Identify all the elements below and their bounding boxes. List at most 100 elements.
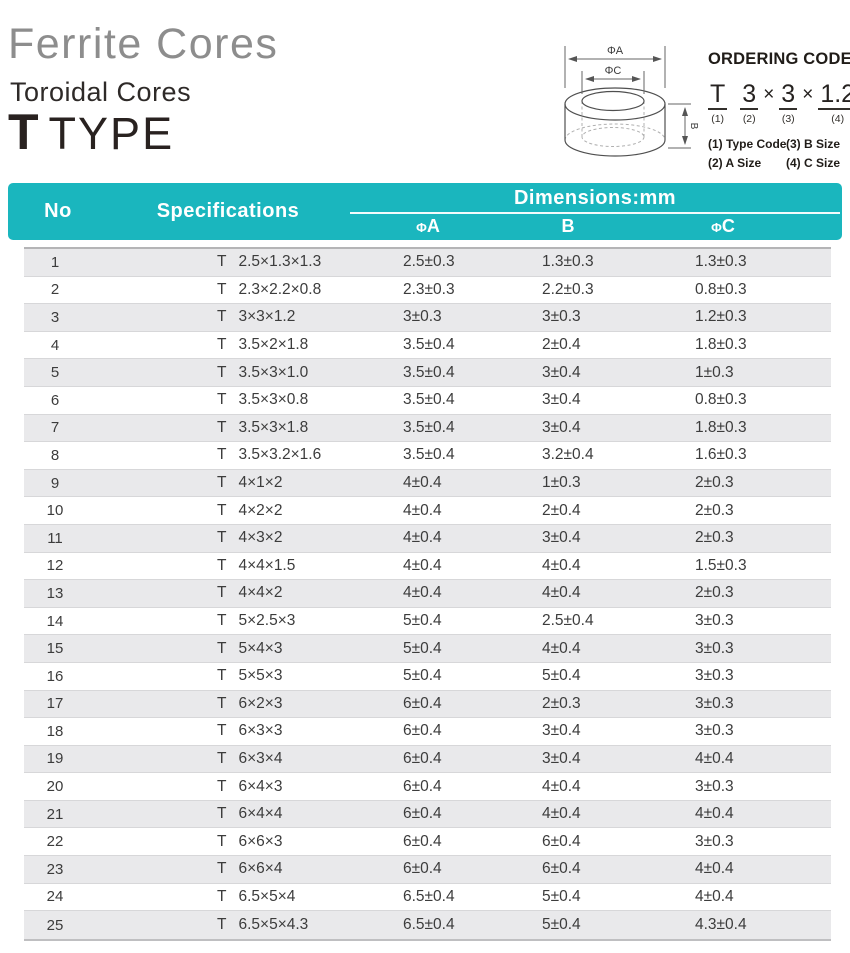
cell-phi-c: 3±0.3 <box>695 639 734 657</box>
table-row: 5 T 3.5×3×1.0 3.5±0.4 3±0.4 1±0.3 <box>24 359 831 387</box>
cell-b: 2.5±0.4 <box>542 612 594 630</box>
cell-specification: T 5×4×3 <box>86 640 396 658</box>
dimension-lines <box>564 46 691 149</box>
cell-phi-c: 3±0.3 <box>695 832 734 850</box>
cell-phi-c: 4±0.4 <box>695 887 734 905</box>
cell-specification: T 3.5×2×1.8 <box>86 336 396 354</box>
spec-size: 3.5×3×0.8 <box>238 391 309 409</box>
cell-specification: T 4×4×1.5 <box>86 557 396 575</box>
table-row: 17 T 6×2×3 6±0.4 2±0.3 3±0.3 <box>24 690 831 719</box>
cell-no: 15 <box>46 640 64 658</box>
cell-b: 5±0.4 <box>542 887 581 905</box>
cell-phi-a: 6±0.4 <box>403 805 442 823</box>
cell-no: 1 <box>50 253 60 271</box>
cell-specification: T 6×6×4 <box>86 860 396 878</box>
table-row: 3 T 3×3×1.2 3±0.3 3±0.3 1.2±0.3 <box>24 304 831 332</box>
cell-specification: T 4×1×2 <box>86 474 396 492</box>
cell-no: 7 <box>50 419 60 437</box>
core-outline <box>564 87 666 157</box>
cell-no: 2 <box>50 281 60 299</box>
type-prefix: T <box>8 104 39 160</box>
cell-phi-c: 4.3±0.4 <box>695 916 747 934</box>
table-row: 4 T 3.5×2×1.8 3.5±0.4 2±0.4 1.8±0.3 <box>24 331 831 360</box>
spec-type-code: T <box>217 391 227 409</box>
ordering-code-line: T (1) 3 (2) × 3 (3) × 1.2 (4) <box>708 82 850 125</box>
cell-no: 20 <box>46 778 64 796</box>
spec-type-code: T <box>217 584 227 602</box>
cell-no: 10 <box>46 502 64 520</box>
cell-specification: T 6×2×3 <box>86 695 396 713</box>
spec-size: 2.3×2.2×0.8 <box>238 280 322 298</box>
ordering-code-index: (3) <box>781 113 795 125</box>
table-row: 14 T 5×2.5×3 5±0.4 2.5±0.4 3±0.3 <box>24 607 831 636</box>
ordering-code-index: (1) <box>711 113 725 125</box>
table-row: 24 T 6.5×5×4 6.5±0.4 5±0.4 4±0.4 <box>24 883 831 912</box>
cell-specification: T 3.5×3×1.0 <box>86 364 396 382</box>
col-header-specifications: Specifications <box>156 200 300 222</box>
ordering-code-part: × <box>802 82 813 107</box>
ordering-code-title: ORDERING CODE <box>708 50 850 68</box>
ordering-code-value: T <box>708 80 728 110</box>
cell-phi-c: 2±0.3 <box>695 501 734 519</box>
spec-type-code: T <box>217 916 227 934</box>
table-row: 15 T 5×4×3 5±0.4 4±0.4 3±0.3 <box>24 635 831 663</box>
cell-specification: T 6×4×3 <box>86 778 396 796</box>
table-row: 13 T 4×4×2 4±0.4 4±0.4 2±0.3 <box>24 580 831 608</box>
cell-phi-a: 2.5±0.3 <box>403 253 455 271</box>
table-row: 10 T 4×2×2 4±0.4 2±0.4 2±0.3 <box>24 497 831 525</box>
cell-b: 2±0.3 <box>542 694 581 712</box>
spec-type-code: T <box>217 501 227 519</box>
col-header-no: No <box>44 200 72 222</box>
spec-size: 6×3×4 <box>238 749 283 767</box>
cell-b: 4±0.4 <box>542 639 581 657</box>
cell-no: 14 <box>46 612 64 630</box>
table-row: 20 T 6×4×3 6±0.4 4±0.4 3±0.3 <box>24 773 831 801</box>
cell-phi-a: 4±0.4 <box>403 501 442 519</box>
spec-size: 4×4×2 <box>238 584 283 602</box>
cell-specification: T 5×5×3 <box>86 667 396 685</box>
cell-phi-a: 3.5±0.4 <box>403 418 455 436</box>
cell-phi-c: 1.8±0.3 <box>695 418 747 436</box>
cell-phi-a: 6±0.4 <box>403 860 442 878</box>
cell-specification: T 3×3×1.2 <box>86 308 396 326</box>
spec-size: 4×3×2 <box>238 529 283 547</box>
cell-phi-a: 4±0.4 <box>403 474 442 492</box>
spec-size: 3.5×2×1.8 <box>238 336 309 354</box>
cell-phi-a: 3.5±0.4 <box>403 446 455 464</box>
cell-phi-a: 2.3±0.3 <box>403 280 455 298</box>
col-header-b: B <box>561 216 575 236</box>
cell-b: 3±0.4 <box>542 391 581 409</box>
spec-type-code: T <box>217 887 227 905</box>
cell-phi-a: 6±0.4 <box>403 777 442 795</box>
cell-no: 6 <box>50 391 60 409</box>
spec-type-code: T <box>217 832 227 850</box>
cell-no: 3 <box>50 308 60 326</box>
cell-phi-c: 3±0.3 <box>695 722 734 740</box>
spec-type-code: T <box>217 336 227 354</box>
spec-size: 6×4×4 <box>238 805 283 823</box>
cell-phi-a: 4±0.4 <box>403 529 442 547</box>
cell-no: 4 <box>50 336 60 354</box>
spec-type-code: T <box>217 639 227 657</box>
spec-size: 6.5×5×4.3 <box>238 916 309 934</box>
cell-no: 5 <box>50 364 60 382</box>
table-row: 9 T 4×1×2 4±0.4 1±0.3 2±0.3 <box>24 469 831 498</box>
ordering-code-value: 3 <box>740 80 759 110</box>
cell-b: 4±0.4 <box>542 805 581 823</box>
spec-type-code: T <box>217 667 227 685</box>
table-row: 1 T 2.5×1.3×1.3 2.5±0.3 1.3±0.3 1.3±0.3 <box>24 249 831 277</box>
cell-phi-a: 6±0.4 <box>403 832 442 850</box>
col-header-phi-c: ΦC <box>711 216 735 236</box>
cell-no: 18 <box>46 722 64 740</box>
cell-phi-c: 4±0.4 <box>695 749 734 767</box>
cell-phi-c: 1.3±0.3 <box>695 253 747 271</box>
spec-type-code: T <box>217 308 227 326</box>
cell-phi-c: 1.6±0.3 <box>695 446 747 464</box>
spec-size: 6×3×3 <box>238 722 283 740</box>
cell-specification: T 2.5×1.3×1.3 <box>86 253 396 271</box>
spec-size: 4×2×2 <box>238 501 283 519</box>
ordering-legend-item: (4) C Size <box>786 156 841 170</box>
cell-no: 24 <box>46 888 64 906</box>
table-row: 22 T 6×6×3 6±0.4 6±0.4 3±0.3 <box>24 828 831 857</box>
cell-phi-a: 5±0.4 <box>403 667 442 685</box>
